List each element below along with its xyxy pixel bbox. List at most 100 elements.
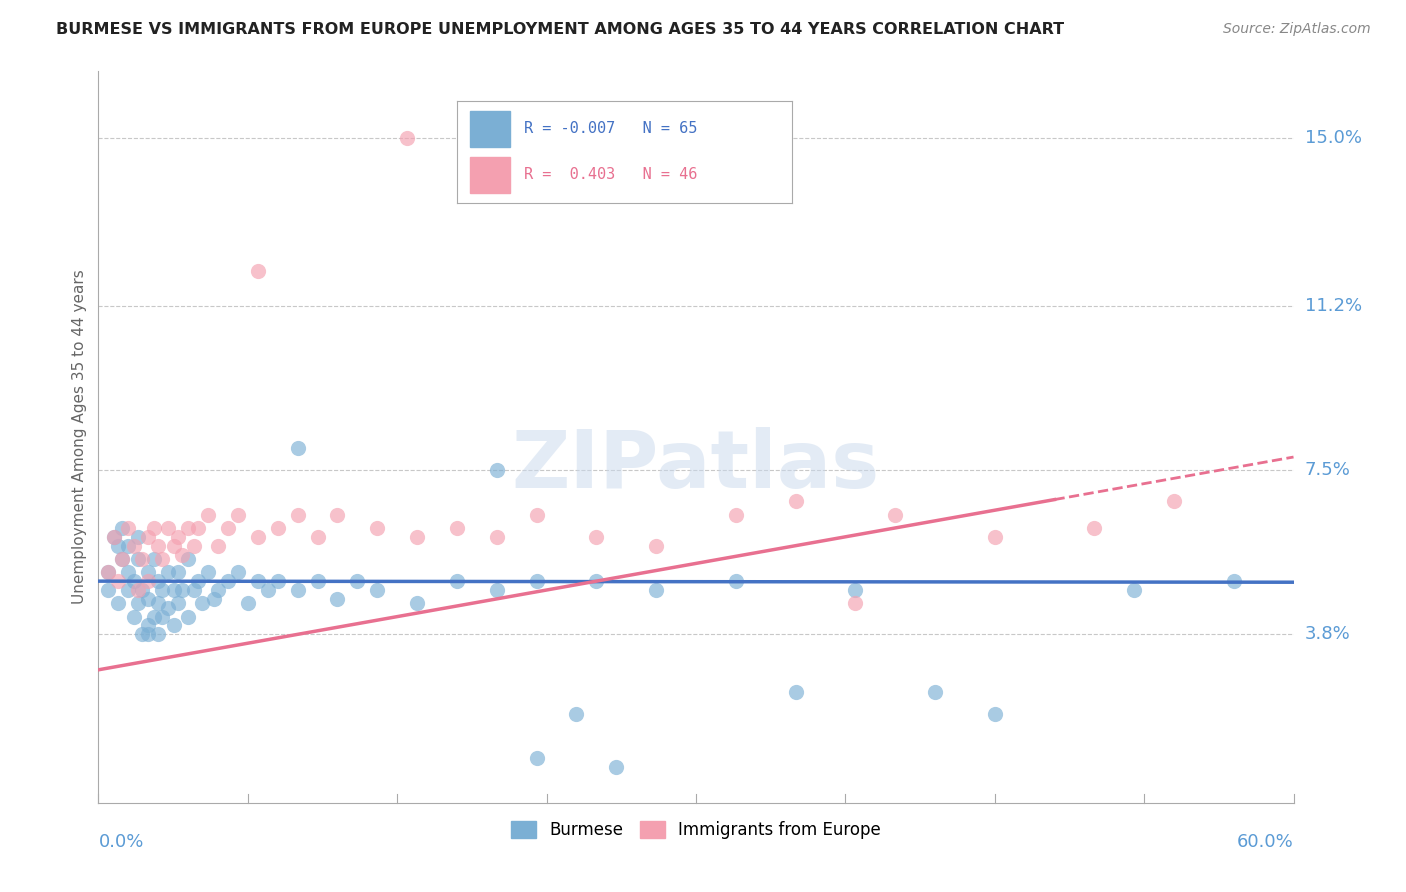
- Point: [97, 566, 120, 580]
- Point: [226, 566, 249, 580]
- Legend: Burmese, Immigrants from Europe: Burmese, Immigrants from Europe: [505, 814, 887, 846]
- Point: [143, 552, 166, 566]
- Point: [111, 521, 134, 535]
- Point: [197, 508, 219, 522]
- Point: [287, 582, 309, 597]
- Point: [131, 627, 153, 641]
- Point: [117, 521, 139, 535]
- Point: [136, 530, 159, 544]
- Point: [97, 582, 120, 597]
- Point: [163, 582, 186, 597]
- Point: [167, 530, 190, 544]
- Point: [246, 530, 269, 544]
- Point: [150, 609, 173, 624]
- Point: [526, 751, 548, 765]
- Text: ZIPatlas: ZIPatlas: [512, 427, 880, 506]
- Point: [183, 582, 205, 597]
- Point: [485, 463, 508, 477]
- Point: [148, 627, 170, 641]
- Point: [326, 591, 349, 606]
- Point: [148, 574, 170, 589]
- Point: [172, 582, 194, 597]
- Point: [117, 566, 139, 580]
- Point: [107, 574, 129, 589]
- Point: [136, 566, 159, 580]
- Point: [143, 521, 166, 535]
- Point: [267, 574, 290, 589]
- Point: [167, 596, 190, 610]
- Point: [446, 521, 468, 535]
- Point: [143, 609, 166, 624]
- Point: [366, 582, 388, 597]
- Point: [396, 131, 419, 145]
- Point: [172, 548, 194, 562]
- Point: [724, 508, 747, 522]
- Point: [307, 530, 329, 544]
- Point: [485, 530, 508, 544]
- Point: [197, 566, 219, 580]
- Point: [246, 574, 269, 589]
- Point: [485, 582, 508, 597]
- Point: [117, 539, 139, 553]
- Point: [107, 596, 129, 610]
- Text: 7.5%: 7.5%: [1305, 461, 1351, 479]
- Point: [167, 566, 190, 580]
- Point: [191, 596, 214, 610]
- Point: [1083, 521, 1105, 535]
- Point: [97, 566, 120, 580]
- Point: [346, 574, 368, 589]
- Point: [287, 508, 309, 522]
- Point: [287, 441, 309, 455]
- Point: [307, 574, 329, 589]
- Point: [157, 566, 180, 580]
- Text: 15.0%: 15.0%: [1305, 128, 1361, 147]
- Point: [124, 539, 146, 553]
- Point: [984, 530, 1007, 544]
- Point: [136, 618, 159, 632]
- Point: [157, 600, 180, 615]
- Point: [187, 521, 209, 535]
- Point: [645, 539, 668, 553]
- Point: [446, 574, 468, 589]
- Point: [111, 552, 134, 566]
- Point: [645, 582, 668, 597]
- Point: [103, 530, 125, 544]
- Point: [127, 552, 149, 566]
- Point: [136, 627, 159, 641]
- Point: [207, 582, 229, 597]
- Point: [127, 596, 149, 610]
- Point: [148, 596, 170, 610]
- Text: 0.0%: 0.0%: [98, 833, 143, 851]
- Point: [526, 508, 548, 522]
- Point: [177, 521, 200, 535]
- Point: [246, 264, 269, 278]
- Point: [117, 582, 139, 597]
- Point: [124, 574, 146, 589]
- Point: [124, 609, 146, 624]
- Point: [884, 508, 907, 522]
- Point: [605, 760, 627, 774]
- Point: [150, 552, 173, 566]
- Point: [157, 521, 180, 535]
- Point: [163, 539, 186, 553]
- Point: [1223, 574, 1246, 589]
- Point: [267, 521, 290, 535]
- Point: [136, 591, 159, 606]
- Y-axis label: Unemployment Among Ages 35 to 44 years: Unemployment Among Ages 35 to 44 years: [72, 269, 87, 605]
- Point: [148, 539, 170, 553]
- Point: [127, 582, 149, 597]
- Point: [366, 521, 388, 535]
- Point: [924, 685, 946, 699]
- Point: [1163, 494, 1185, 508]
- Point: [256, 582, 278, 597]
- Point: [526, 574, 548, 589]
- Point: [217, 574, 239, 589]
- Point: [844, 582, 866, 597]
- Point: [236, 596, 259, 610]
- Point: [984, 707, 1007, 722]
- Point: [131, 582, 153, 597]
- Point: [183, 539, 205, 553]
- Point: [177, 609, 200, 624]
- Point: [107, 539, 129, 553]
- Point: [127, 530, 149, 544]
